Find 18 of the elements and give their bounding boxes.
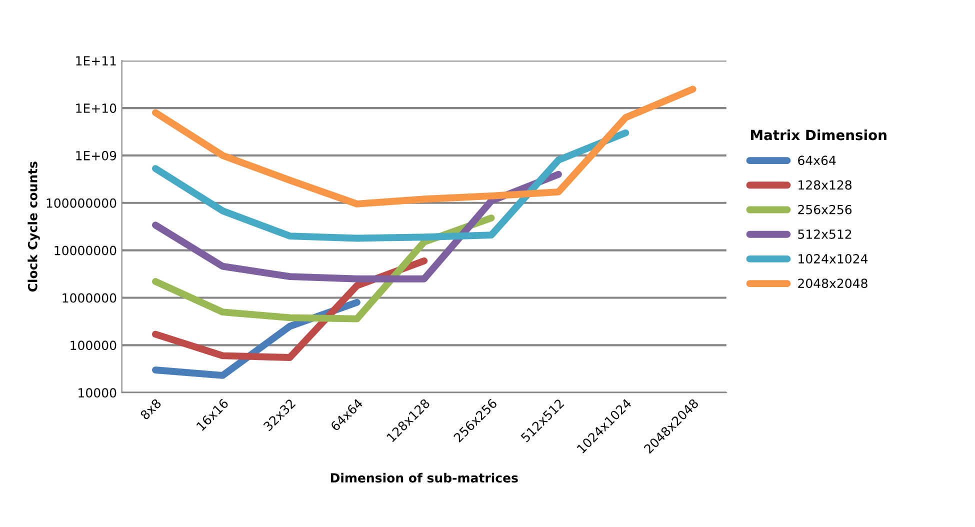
legend-label: 256x256 bbox=[798, 204, 852, 214]
y-tick-label: 1E+10 bbox=[76, 104, 116, 113]
y-tick-label: 1000000 bbox=[62, 293, 116, 303]
legend-label: 1024x1024 bbox=[798, 254, 868, 264]
legend-label: 128x128 bbox=[798, 180, 852, 190]
y-tick-label: 100000000 bbox=[46, 198, 116, 208]
y-axis-title: Clock Cycle counts bbox=[28, 162, 40, 292]
y-tick-label: 10000 bbox=[78, 388, 116, 398]
legend-title: Matrix Dimension bbox=[750, 129, 886, 140]
legend-label: 2048x2048 bbox=[798, 278, 868, 288]
y-tick-label: 1E+09 bbox=[76, 150, 116, 160]
y-tick-label: 100000 bbox=[70, 340, 116, 350]
y-tick-label: 1E+11 bbox=[76, 56, 116, 66]
x-tick-label: 8x8 bbox=[140, 398, 162, 420]
x-axis-title: Dimension of sub-matrices bbox=[330, 472, 518, 483]
legend-label: 64x64 bbox=[798, 156, 836, 166]
y-tick-label: 10000000 bbox=[54, 246, 116, 256]
legend-label: 512x512 bbox=[798, 229, 852, 239]
